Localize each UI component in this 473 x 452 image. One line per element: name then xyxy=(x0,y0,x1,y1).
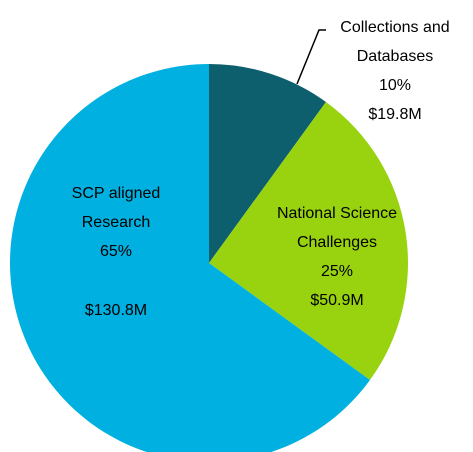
slice-label: National Science Challenges 25% $50.9M xyxy=(267,199,407,315)
pie xyxy=(10,64,409,452)
pie-slice xyxy=(209,64,326,263)
leader-line xyxy=(296,29,326,85)
pie-slice xyxy=(10,64,370,452)
percent-label: 25% xyxy=(320,263,354,280)
category-label: SCP aligned Research xyxy=(71,185,161,231)
slice-label: Collections and Databases 10% $19.8M xyxy=(330,13,460,129)
category-label: National Science Challenges xyxy=(276,205,398,251)
category-label: Collections and Databases xyxy=(340,19,450,65)
slice-label: SCP aligned Research 65% $130.8M xyxy=(61,179,171,325)
pie-slice xyxy=(209,102,409,380)
amount-label: $130.8M xyxy=(84,302,148,319)
amount-label: $50.9M xyxy=(310,292,364,309)
percent-label: 10% xyxy=(378,77,412,94)
amount-label: $19.8M xyxy=(368,106,422,123)
percent-label: 65% xyxy=(99,243,133,260)
